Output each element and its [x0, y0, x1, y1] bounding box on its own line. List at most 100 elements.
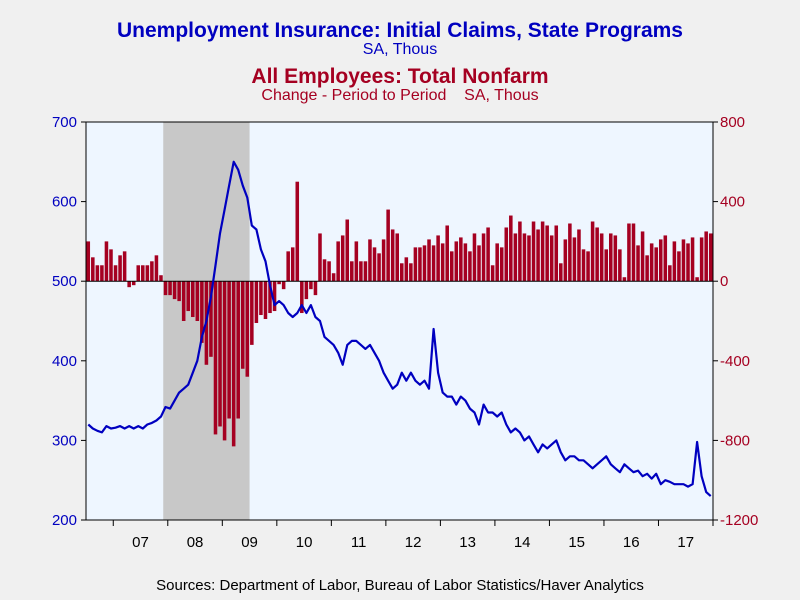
- bar-payroll-change: [636, 245, 640, 282]
- bar-payroll-change: [250, 281, 254, 345]
- bar-payroll-change: [395, 233, 399, 282]
- bar-payroll-change: [150, 261, 154, 282]
- bar-payroll-change: [277, 281, 281, 285]
- bar-payroll-change: [518, 221, 522, 282]
- right-tick-label: 400: [720, 194, 745, 211]
- bar-payroll-change: [381, 239, 386, 282]
- bar-payroll-change: [604, 249, 608, 282]
- x-tick-label: 12: [405, 534, 422, 551]
- bar-payroll-change: [113, 265, 118, 282]
- bar-payroll-change: [704, 231, 708, 282]
- bar-payroll-change: [645, 255, 649, 282]
- bar-payroll-change: [272, 281, 277, 312]
- bar-payroll-change: [136, 265, 141, 282]
- bar-payroll-change: [649, 243, 654, 282]
- bar-payroll-change: [409, 263, 413, 282]
- bar-payroll-change: [154, 255, 159, 282]
- bar-payroll-change: [522, 233, 527, 282]
- bar-payroll-change: [568, 223, 572, 282]
- bar-payroll-change: [213, 281, 218, 435]
- bar-payroll-change: [318, 233, 322, 282]
- bar-payroll-change: [177, 281, 181, 302]
- left-tick-label: 300: [52, 432, 77, 449]
- bar-payroll-change: [159, 275, 163, 282]
- bar-payroll-change: [377, 253, 381, 282]
- bar-payroll-change: [609, 233, 613, 282]
- bar-payroll-change: [690, 237, 695, 282]
- bar-payroll-change: [536, 229, 540, 282]
- bar-payroll-change: [631, 223, 636, 282]
- x-tick-label: 07: [132, 534, 149, 551]
- bar-payroll-change: [222, 281, 227, 441]
- bar-payroll-change: [163, 281, 168, 296]
- bar-payroll-change: [668, 265, 672, 282]
- bar-payroll-change: [545, 225, 549, 282]
- left-tick-label: 500: [52, 273, 77, 290]
- bar-payroll-change: [459, 237, 463, 282]
- bar-payroll-change: [95, 265, 100, 282]
- bar-payroll-change: [100, 265, 104, 282]
- bar-payroll-change: [495, 243, 499, 282]
- bar-payroll-change: [681, 239, 686, 282]
- bar-payroll-change: [622, 277, 627, 282]
- bar-payroll-change: [490, 265, 495, 282]
- left-tick-label: 400: [52, 353, 77, 370]
- bar-payroll-change: [304, 281, 309, 300]
- bar-payroll-change: [404, 257, 409, 282]
- x-tick-label: 08: [187, 534, 204, 551]
- bar-payroll-change: [127, 281, 131, 288]
- bar-payroll-change: [599, 233, 604, 282]
- bar-payroll-change: [363, 261, 368, 282]
- bar-payroll-change: [708, 233, 713, 282]
- x-tick-label: 13: [459, 534, 476, 551]
- bar-payroll-change: [672, 241, 677, 282]
- bar-payroll-change: [504, 227, 509, 282]
- left-tick-label: 600: [52, 194, 77, 211]
- bar-payroll-change: [581, 249, 586, 282]
- bar-payroll-change: [386, 209, 390, 282]
- bar-payroll-change: [245, 281, 250, 377]
- bar-payroll-change: [527, 235, 531, 282]
- bar-payroll-change: [699, 237, 704, 282]
- bar-payroll-change: [236, 281, 240, 419]
- bar-payroll-change: [209, 281, 213, 357]
- bar-payroll-change: [481, 233, 486, 282]
- bar-payroll-change: [345, 219, 350, 282]
- x-tick-label: 14: [514, 534, 531, 551]
- bar-payroll-change: [168, 281, 172, 296]
- bar-payroll-change: [540, 221, 545, 282]
- bar-payroll-change: [559, 263, 563, 282]
- bar-payroll-change: [322, 259, 327, 282]
- bar-payroll-change: [359, 261, 363, 282]
- bar-payroll-change: [431, 245, 436, 282]
- bar-payroll-change: [531, 221, 536, 282]
- bar-payroll-change: [654, 247, 658, 282]
- bar-payroll-change: [268, 281, 272, 314]
- line-initial-claims: [87, 160, 712, 497]
- bar-payroll-change: [281, 281, 286, 290]
- bar-payroll-change: [231, 281, 236, 447]
- bar-payroll-change: [663, 235, 668, 282]
- bar-payroll-change: [586, 251, 590, 282]
- bar-payroll-change: [218, 281, 222, 427]
- bar-payroll-change: [400, 263, 404, 282]
- bar-payroll-change: [513, 233, 518, 282]
- x-tick-label: 10: [296, 534, 313, 551]
- bar-payroll-change: [122, 251, 127, 282]
- bar-payroll-change: [368, 239, 372, 282]
- bar-payroll-change: [436, 235, 440, 282]
- bar-payroll-change: [186, 281, 190, 312]
- source-note: Sources: Department of Labor, Bureau of …: [156, 577, 644, 594]
- bar-payroll-change: [141, 265, 145, 282]
- bar-payroll-change: [549, 235, 554, 282]
- bar-payroll-change: [350, 261, 354, 282]
- bar-payroll-change: [477, 245, 481, 282]
- chart-title-primary: Unemployment Insurance: Initial Claims, …: [117, 19, 683, 42]
- bar-payroll-change: [331, 273, 336, 282]
- bar-payroll-change: [118, 255, 122, 282]
- bar-payroll-change: [86, 241, 91, 282]
- bar-payroll-change: [613, 235, 618, 282]
- bar-payroll-change: [195, 281, 200, 321]
- bar-payroll-change: [354, 241, 359, 282]
- bar-payroll-change: [263, 281, 268, 320]
